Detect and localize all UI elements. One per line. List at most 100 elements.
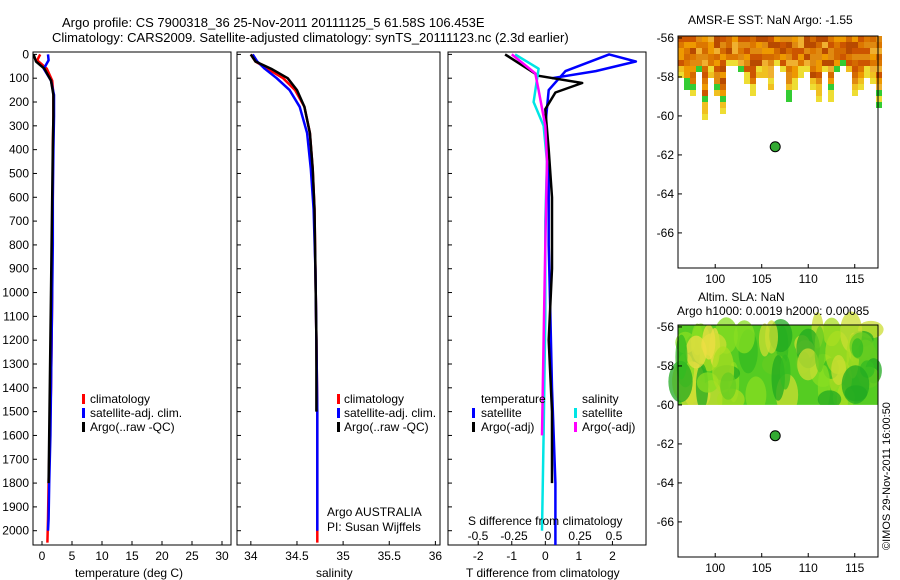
lon-tick-label: 100 [705, 561, 725, 575]
sst-cell [786, 36, 792, 42]
sst-cell [858, 84, 864, 90]
sst-cell [834, 36, 840, 42]
lon-tick-label: 115 [845, 272, 864, 286]
sst-cell [744, 60, 750, 66]
sla-blob [733, 320, 755, 354]
argo-position-marker [769, 430, 781, 442]
sst-cell [858, 72, 864, 78]
sst-cell [720, 72, 726, 78]
sst-cell [690, 90, 696, 96]
sst-cell [780, 66, 786, 72]
sst-cell [702, 96, 708, 102]
sst-cell [870, 36, 876, 42]
sst-cell [828, 36, 834, 42]
x-tick-label: 35 [336, 549, 350, 563]
argo-institution: Argo AUSTRALIA [327, 505, 422, 519]
sst-cell [828, 42, 834, 48]
legend-swatch-climatology [82, 394, 85, 404]
depth-tick-label: 100 [9, 71, 29, 85]
sst-cell [816, 36, 822, 42]
legend-label: Argo(-adj) [582, 420, 635, 434]
sst-cell [726, 60, 732, 66]
sst-cell [738, 36, 744, 42]
sst-cell [714, 42, 720, 48]
sla-map-panel: 100 105 110 115 -56 -58 -60 -62 -64 -66 [657, 311, 884, 575]
sst-cell [738, 48, 744, 54]
sst-cell [720, 78, 726, 84]
sst-cell [744, 42, 750, 48]
sla-blob [668, 360, 693, 403]
sst-cell [858, 78, 864, 84]
series-line-climatology [249, 53, 319, 543]
x-tick-label: 25 [185, 549, 199, 563]
sst-cell [834, 66, 840, 72]
sst-cell [810, 84, 816, 90]
sst-cell [816, 72, 822, 78]
sst-cell [702, 66, 708, 72]
series-line-s-satellite [514, 53, 549, 531]
sst-cell [858, 60, 864, 66]
sst-cell [720, 66, 726, 72]
sst-cell [744, 54, 750, 60]
sst-cell [816, 54, 822, 60]
sst-cell [870, 78, 876, 84]
sst-cell [786, 72, 792, 78]
x-tick-label: 5 [69, 549, 76, 563]
sst-cell [792, 48, 798, 54]
legend-swatch-t-satellite [472, 408, 475, 418]
imos-credit: ©IMOS 29-Nov-2011 16:00:50 [881, 402, 893, 550]
depth-tick-label: 1600 [2, 428, 29, 442]
map-frame [677, 324, 879, 558]
sst-cell [750, 48, 756, 54]
sst-cell [870, 48, 876, 54]
legend-label: Argo(..raw -QC) [344, 420, 429, 434]
sst-cell [846, 36, 852, 42]
sst-cell [708, 66, 714, 72]
sst-cell [690, 72, 696, 78]
sst-cell [810, 36, 816, 42]
depth-tick-label: 400 [9, 143, 29, 157]
sst-cell [762, 60, 768, 66]
sla-blob [831, 354, 847, 386]
sla-blob [765, 320, 779, 354]
lat-tick-label: -56 [657, 320, 675, 334]
sst-cell [864, 54, 870, 60]
argo-position-marker [769, 141, 781, 153]
sst-cell [708, 36, 714, 42]
sst-cell [678, 60, 684, 66]
sst-cell [828, 78, 834, 84]
sst-cell [774, 36, 780, 42]
lat-tick-label: -64 [657, 476, 675, 490]
sst-cell [702, 54, 708, 60]
sst-cell [750, 54, 756, 60]
sst-cell [762, 48, 768, 54]
sst-cell [864, 66, 870, 72]
sst-cell [792, 42, 798, 48]
sst-cell [816, 60, 822, 66]
depth-tick-label: 1900 [2, 500, 29, 514]
sst-cell [696, 42, 702, 48]
sst-cell [798, 66, 804, 72]
lat-tick-label: -60 [657, 398, 675, 412]
depth-tick-label: 900 [9, 262, 29, 276]
depth-tick-label: 1800 [2, 476, 29, 490]
sst-cell [768, 72, 774, 78]
sst-cell [852, 48, 858, 54]
sst-cell [690, 78, 696, 84]
sst-cell [852, 90, 858, 96]
depth-tick-label: 600 [9, 190, 29, 204]
lat-tick-label: -64 [657, 187, 675, 201]
sst-cell [810, 66, 816, 72]
sst-cell [750, 90, 756, 96]
sst-cell [786, 48, 792, 54]
map-frame [677, 35, 879, 269]
s-tick-label: -0.25 [500, 529, 528, 543]
depth-tick-label: 1100 [3, 309, 29, 323]
legend-label: satellite-adj. clim. [90, 406, 182, 420]
temperature-legend: climatology satellite-adj. clim. Argo(..… [82, 392, 182, 434]
sla-blob [814, 325, 825, 373]
sst-cell [720, 42, 726, 48]
sla-blob [685, 335, 707, 369]
sst-cell [804, 48, 810, 54]
legend-label: satellite [481, 406, 522, 420]
